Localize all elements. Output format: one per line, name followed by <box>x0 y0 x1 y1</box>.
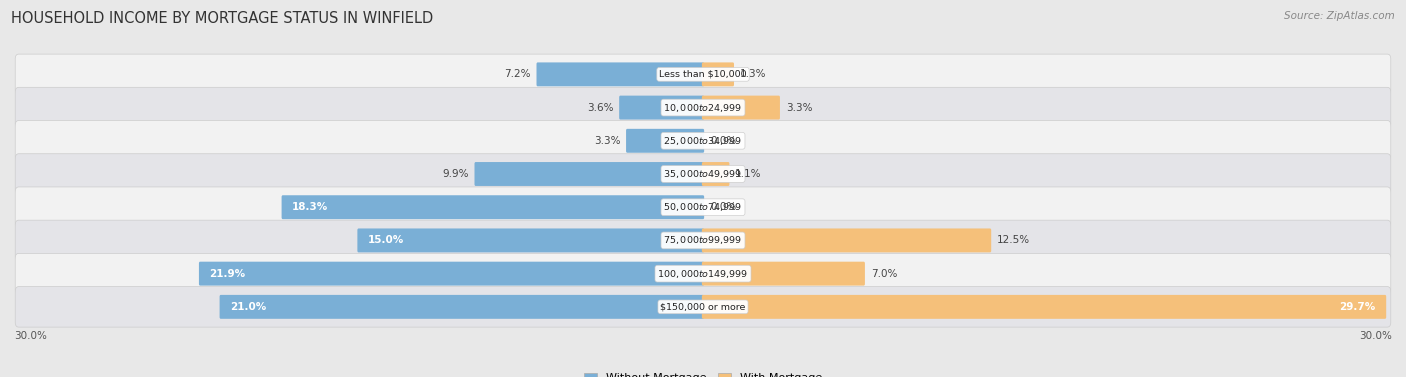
Text: $100,000 to $149,999: $100,000 to $149,999 <box>658 268 748 280</box>
FancyBboxPatch shape <box>619 96 704 120</box>
Text: $35,000 to $49,999: $35,000 to $49,999 <box>664 168 742 180</box>
Text: 3.3%: 3.3% <box>786 103 813 113</box>
Legend: Without Mortgage, With Mortgage: Without Mortgage, With Mortgage <box>579 368 827 377</box>
Text: 7.0%: 7.0% <box>870 269 897 279</box>
Text: $50,000 to $74,999: $50,000 to $74,999 <box>664 201 742 213</box>
Text: 18.3%: 18.3% <box>292 202 328 212</box>
Text: 9.9%: 9.9% <box>443 169 468 179</box>
Text: 1.3%: 1.3% <box>740 69 766 80</box>
Text: Source: ZipAtlas.com: Source: ZipAtlas.com <box>1284 11 1395 21</box>
FancyBboxPatch shape <box>626 129 704 153</box>
FancyBboxPatch shape <box>702 162 730 186</box>
Text: 3.3%: 3.3% <box>593 136 620 146</box>
FancyBboxPatch shape <box>281 195 704 219</box>
FancyBboxPatch shape <box>357 228 704 252</box>
FancyBboxPatch shape <box>15 154 1391 194</box>
Text: 30.0%: 30.0% <box>1360 331 1392 341</box>
FancyBboxPatch shape <box>702 262 865 286</box>
Text: 3.6%: 3.6% <box>586 103 613 113</box>
FancyBboxPatch shape <box>15 220 1391 261</box>
Text: $10,000 to $24,999: $10,000 to $24,999 <box>664 101 742 113</box>
Text: 7.2%: 7.2% <box>505 69 531 80</box>
FancyBboxPatch shape <box>219 295 704 319</box>
FancyBboxPatch shape <box>702 295 1386 319</box>
FancyBboxPatch shape <box>15 54 1391 95</box>
Text: 29.7%: 29.7% <box>1340 302 1376 312</box>
Text: 21.0%: 21.0% <box>231 302 266 312</box>
Text: $75,000 to $99,999: $75,000 to $99,999 <box>664 234 742 247</box>
FancyBboxPatch shape <box>15 253 1391 294</box>
Text: $150,000 or more: $150,000 or more <box>661 302 745 311</box>
Text: HOUSEHOLD INCOME BY MORTGAGE STATUS IN WINFIELD: HOUSEHOLD INCOME BY MORTGAGE STATUS IN W… <box>11 11 433 26</box>
Text: 0.0%: 0.0% <box>710 136 737 146</box>
FancyBboxPatch shape <box>537 63 704 86</box>
FancyBboxPatch shape <box>15 121 1391 161</box>
Text: 12.5%: 12.5% <box>997 235 1031 245</box>
FancyBboxPatch shape <box>702 228 991 252</box>
FancyBboxPatch shape <box>15 87 1391 128</box>
FancyBboxPatch shape <box>702 63 734 86</box>
FancyBboxPatch shape <box>15 287 1391 327</box>
FancyBboxPatch shape <box>15 187 1391 227</box>
Text: 30.0%: 30.0% <box>14 331 46 341</box>
Text: 1.1%: 1.1% <box>735 169 762 179</box>
FancyBboxPatch shape <box>474 162 704 186</box>
Text: 15.0%: 15.0% <box>368 235 404 245</box>
Text: $25,000 to $34,999: $25,000 to $34,999 <box>664 135 742 147</box>
Text: Less than $10,000: Less than $10,000 <box>659 70 747 79</box>
Text: 21.9%: 21.9% <box>209 269 246 279</box>
FancyBboxPatch shape <box>198 262 704 286</box>
FancyBboxPatch shape <box>702 96 780 120</box>
Text: 0.0%: 0.0% <box>710 202 737 212</box>
